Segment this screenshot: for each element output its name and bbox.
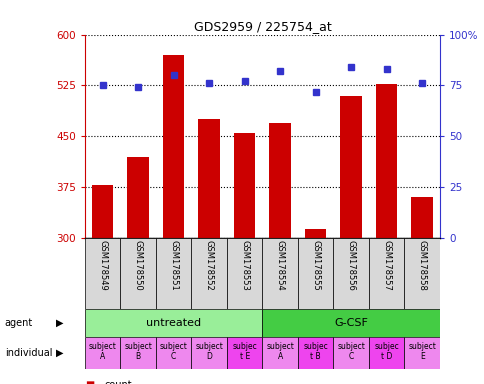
- Text: ▶: ▶: [56, 348, 63, 358]
- Text: GSM178556: GSM178556: [346, 240, 355, 290]
- Bar: [340, 96, 361, 238]
- Bar: [404, 238, 439, 309]
- Bar: [304, 229, 326, 238]
- Bar: [262, 337, 297, 369]
- Bar: [120, 238, 155, 309]
- Bar: [262, 238, 297, 309]
- Text: subjec
t B: subjec t B: [302, 342, 327, 361]
- Bar: [127, 157, 149, 238]
- Text: subjec
t D: subjec t D: [374, 342, 398, 361]
- Bar: [368, 337, 404, 369]
- Bar: [155, 238, 191, 309]
- Text: subject
E: subject E: [408, 342, 435, 361]
- Text: untreated: untreated: [146, 318, 201, 328]
- Bar: [198, 119, 219, 238]
- Bar: [375, 84, 396, 238]
- Text: subject
D: subject D: [195, 342, 223, 361]
- Bar: [410, 197, 432, 238]
- Text: G-CSF: G-CSF: [333, 318, 367, 328]
- Bar: [262, 309, 439, 337]
- Bar: [85, 337, 120, 369]
- Text: ▶: ▶: [56, 318, 63, 328]
- Bar: [227, 337, 262, 369]
- Bar: [233, 133, 255, 238]
- Bar: [368, 238, 404, 309]
- Text: subject
A: subject A: [89, 342, 116, 361]
- Text: subject
C: subject C: [336, 342, 364, 361]
- Bar: [163, 55, 184, 238]
- Bar: [333, 238, 368, 309]
- Text: ■: ■: [85, 380, 94, 384]
- Bar: [120, 337, 155, 369]
- Bar: [85, 238, 120, 309]
- Text: individual: individual: [5, 348, 52, 358]
- Title: GDS2959 / 225754_at: GDS2959 / 225754_at: [193, 20, 331, 33]
- Bar: [297, 337, 333, 369]
- Text: subject
A: subject A: [266, 342, 293, 361]
- Bar: [191, 238, 227, 309]
- Bar: [227, 238, 262, 309]
- Text: subject
B: subject B: [124, 342, 152, 361]
- Bar: [404, 337, 439, 369]
- Bar: [155, 337, 191, 369]
- Text: GSM178557: GSM178557: [381, 240, 390, 290]
- Text: GSM178558: GSM178558: [417, 240, 426, 290]
- Text: GSM178554: GSM178554: [275, 240, 284, 290]
- Bar: [333, 337, 368, 369]
- Text: GSM178555: GSM178555: [311, 240, 319, 290]
- Bar: [92, 185, 113, 238]
- Text: GSM178550: GSM178550: [134, 240, 142, 290]
- Text: GSM178551: GSM178551: [169, 240, 178, 290]
- Text: count: count: [104, 380, 132, 384]
- Text: GSM178549: GSM178549: [98, 240, 107, 290]
- Text: GSM178553: GSM178553: [240, 240, 249, 290]
- Bar: [85, 309, 262, 337]
- Text: subjec
t E: subjec t E: [232, 342, 257, 361]
- Bar: [269, 123, 290, 238]
- Text: agent: agent: [5, 318, 33, 328]
- Bar: [191, 337, 227, 369]
- Text: GSM178552: GSM178552: [204, 240, 213, 290]
- Bar: [297, 238, 333, 309]
- Text: subject
C: subject C: [159, 342, 187, 361]
